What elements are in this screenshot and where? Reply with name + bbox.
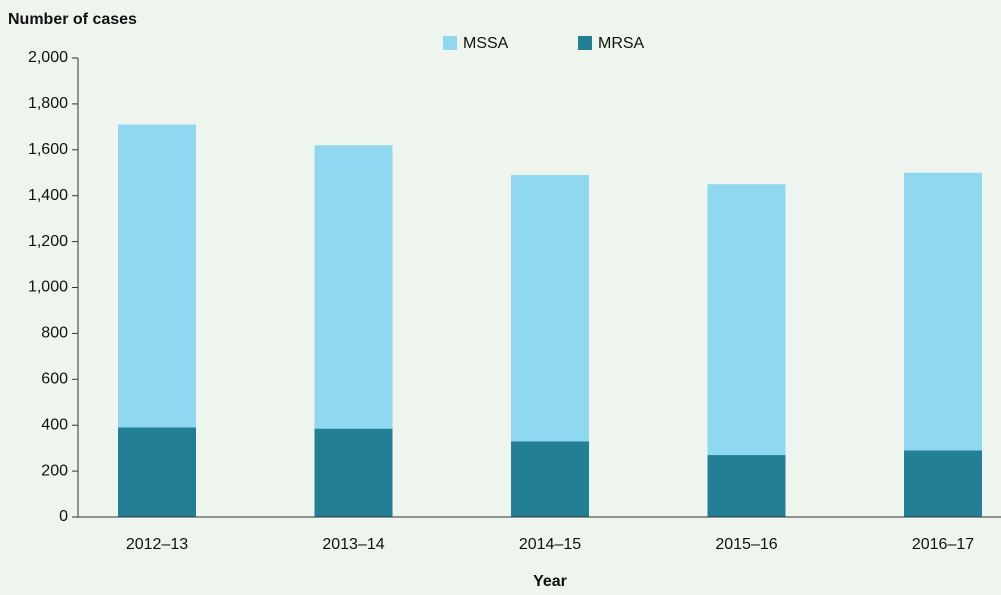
- legend-label: MSSA: [463, 35, 509, 52]
- x-tick-label: 2013–14: [322, 536, 384, 553]
- bar-segment: [314, 428, 393, 517]
- bar-segment: [118, 427, 196, 517]
- y-tick-label: 200: [41, 462, 68, 479]
- bar-segment: [707, 455, 786, 517]
- x-tick-label: 2012–13: [126, 536, 188, 553]
- y-tick-label: 800: [41, 325, 68, 342]
- x-tick-label: 2014–15: [519, 536, 581, 553]
- bar-segment: [707, 184, 786, 456]
- y-tick-label: 600: [41, 371, 68, 388]
- bar-segment: [314, 145, 393, 429]
- bar-segment: [511, 441, 589, 517]
- y-tick-label: 1,600: [28, 141, 68, 158]
- bar-segment: [511, 175, 589, 442]
- y-tick-label: 400: [41, 416, 68, 433]
- legend-label: MRSA: [598, 35, 645, 52]
- bar-segment: [118, 124, 196, 428]
- y-tick-label: 2,000: [28, 49, 68, 66]
- y-axis-title: Number of cases: [8, 11, 137, 28]
- x-tick-label: 2015–16: [715, 536, 777, 553]
- y-tick-label: 1,400: [28, 187, 68, 204]
- y-tick-label: 1,200: [28, 233, 68, 250]
- bar-segment: [904, 450, 982, 517]
- x-axis-title: Year: [533, 573, 567, 590]
- legend-swatch: [578, 36, 592, 50]
- legend-swatch: [443, 36, 457, 50]
- y-tick-label: 1,000: [28, 279, 68, 296]
- x-tick-label: 2016–17: [912, 536, 974, 553]
- y-tick-label: 0: [59, 508, 68, 525]
- bar-segment: [904, 172, 982, 451]
- y-tick-label: 1,800: [28, 95, 68, 112]
